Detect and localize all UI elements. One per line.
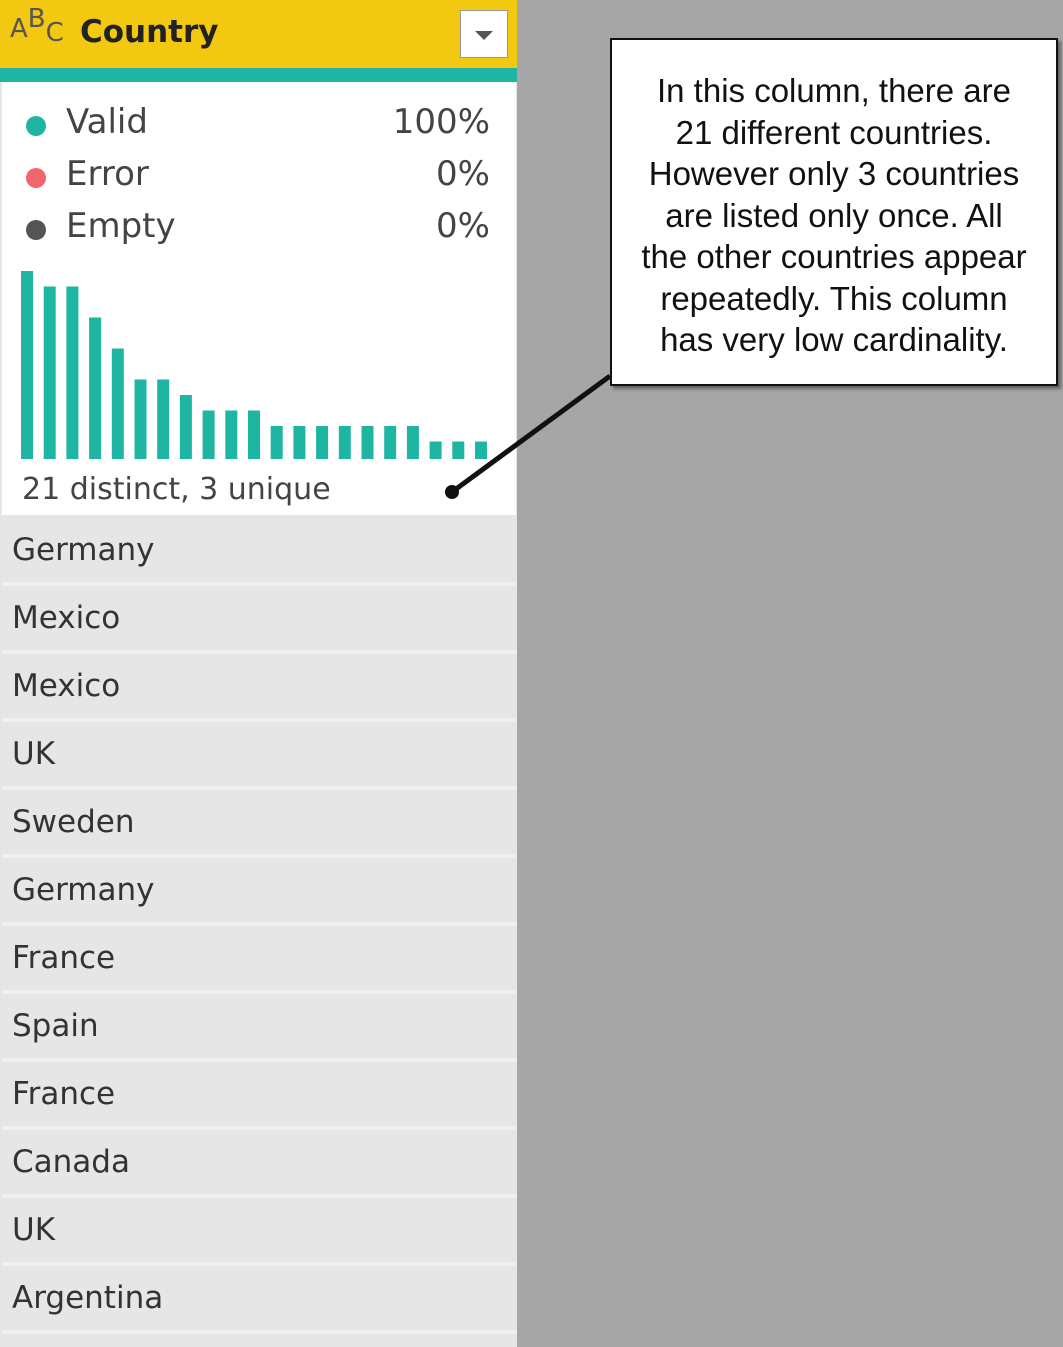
type-icon-letter: B <box>27 4 46 34</box>
type-icon: ABC <box>10 4 64 48</box>
histogram-bar <box>225 410 238 459</box>
histogram-bar <box>316 426 329 459</box>
data-row: Germany <box>2 518 517 586</box>
quality-row: Empty 0% <box>2 206 502 250</box>
cell-value: UK <box>12 736 56 772</box>
quality-value: 100% <box>392 102 490 142</box>
quality-label: Valid <box>66 102 148 142</box>
cell-value: Argentina <box>12 1280 164 1316</box>
profile-summary: 21 distinct, 3 unique <box>22 472 331 507</box>
cell-value: Canada <box>12 1144 130 1180</box>
cell-value: UK <box>12 1212 56 1248</box>
histogram-bar <box>293 426 306 459</box>
histogram-bar <box>21 271 33 459</box>
histogram-bar <box>89 317 102 459</box>
histogram-bar <box>157 379 170 459</box>
histogram-bar <box>66 286 79 459</box>
quality-bar <box>0 68 517 82</box>
dropdown-arrow <box>475 31 493 40</box>
callout-line: are listed only once. All <box>665 196 1003 234</box>
histogram-bar <box>202 410 215 459</box>
callout-line: In this column, there are <box>656 72 1011 109</box>
quality-value: 0% <box>436 154 490 194</box>
callout-line: 21 different countries. <box>675 113 993 151</box>
cell-value: Sweden <box>12 804 135 840</box>
column-profile: 21 distinct, 3 unique Valid 100% Error 0% Em… <box>2 82 516 515</box>
cell-value: Mexico <box>12 600 121 636</box>
histogram-bar <box>43 286 56 459</box>
histogram-bar <box>384 426 397 459</box>
data-row: UK <box>2 1198 517 1266</box>
cell-value: France <box>12 940 116 976</box>
histogram-bar <box>134 379 147 459</box>
data-row: Germany <box>2 858 517 926</box>
quality-dot <box>26 116 46 136</box>
cell-value: Mexico <box>12 668 121 704</box>
data-row: Mexico <box>2 654 517 722</box>
cell-value: Germany <box>12 872 155 908</box>
callout-line: the other countries appear <box>641 238 1027 275</box>
quality-label: Error <box>66 154 149 194</box>
histogram-bar <box>179 395 192 459</box>
callout-line: repeatedly. This column <box>660 279 1008 317</box>
dropdown-button[interactable] <box>460 10 508 58</box>
histogram-bar <box>338 426 351 459</box>
data-row: UK <box>2 722 517 790</box>
histogram-bar <box>406 426 419 459</box>
histogram-bar <box>361 426 374 459</box>
quality-value: 0% <box>436 206 490 246</box>
callout-line: However only 3 countries <box>648 155 1020 192</box>
histogram-bar <box>429 441 442 459</box>
column-panel: ABC Country 21 distinct, 3 unique Valid 1… <box>0 0 517 1347</box>
cell-value: Spain <box>12 1008 99 1044</box>
histogram-bar <box>111 348 124 459</box>
quality-dot <box>26 168 46 188</box>
data-row: France <box>2 1062 517 1130</box>
cell-value: Germany <box>12 532 155 568</box>
histogram-bar <box>248 410 260 459</box>
type-icon-letter: C <box>45 18 64 48</box>
data-row: Mexico <box>2 586 517 654</box>
type-icon-letter: A <box>10 14 28 44</box>
quality-dot <box>26 220 46 240</box>
data-row: Argentina <box>2 1266 517 1334</box>
histogram-bar <box>452 441 465 459</box>
histogram-bar <box>475 441 487 459</box>
data-row: Spain <box>2 994 517 1062</box>
callout: In this column, there are 21 different co… <box>610 38 1058 386</box>
histogram <box>21 271 487 459</box>
data-row: France <box>2 926 517 994</box>
column-title: Country <box>80 14 219 50</box>
column-header[interactable]: ABC Country <box>0 0 517 68</box>
callout-line: has very low cardinality. <box>660 321 1008 358</box>
cell-value: France <box>12 1076 116 1112</box>
data-row: Sweden <box>2 790 517 858</box>
histogram-bar <box>270 426 283 459</box>
quality-row: Error 0% <box>2 154 502 198</box>
quality-row: Valid 100% <box>2 102 502 146</box>
data-row: Canada <box>2 1130 517 1198</box>
quality-label: Empty <box>66 206 176 246</box>
